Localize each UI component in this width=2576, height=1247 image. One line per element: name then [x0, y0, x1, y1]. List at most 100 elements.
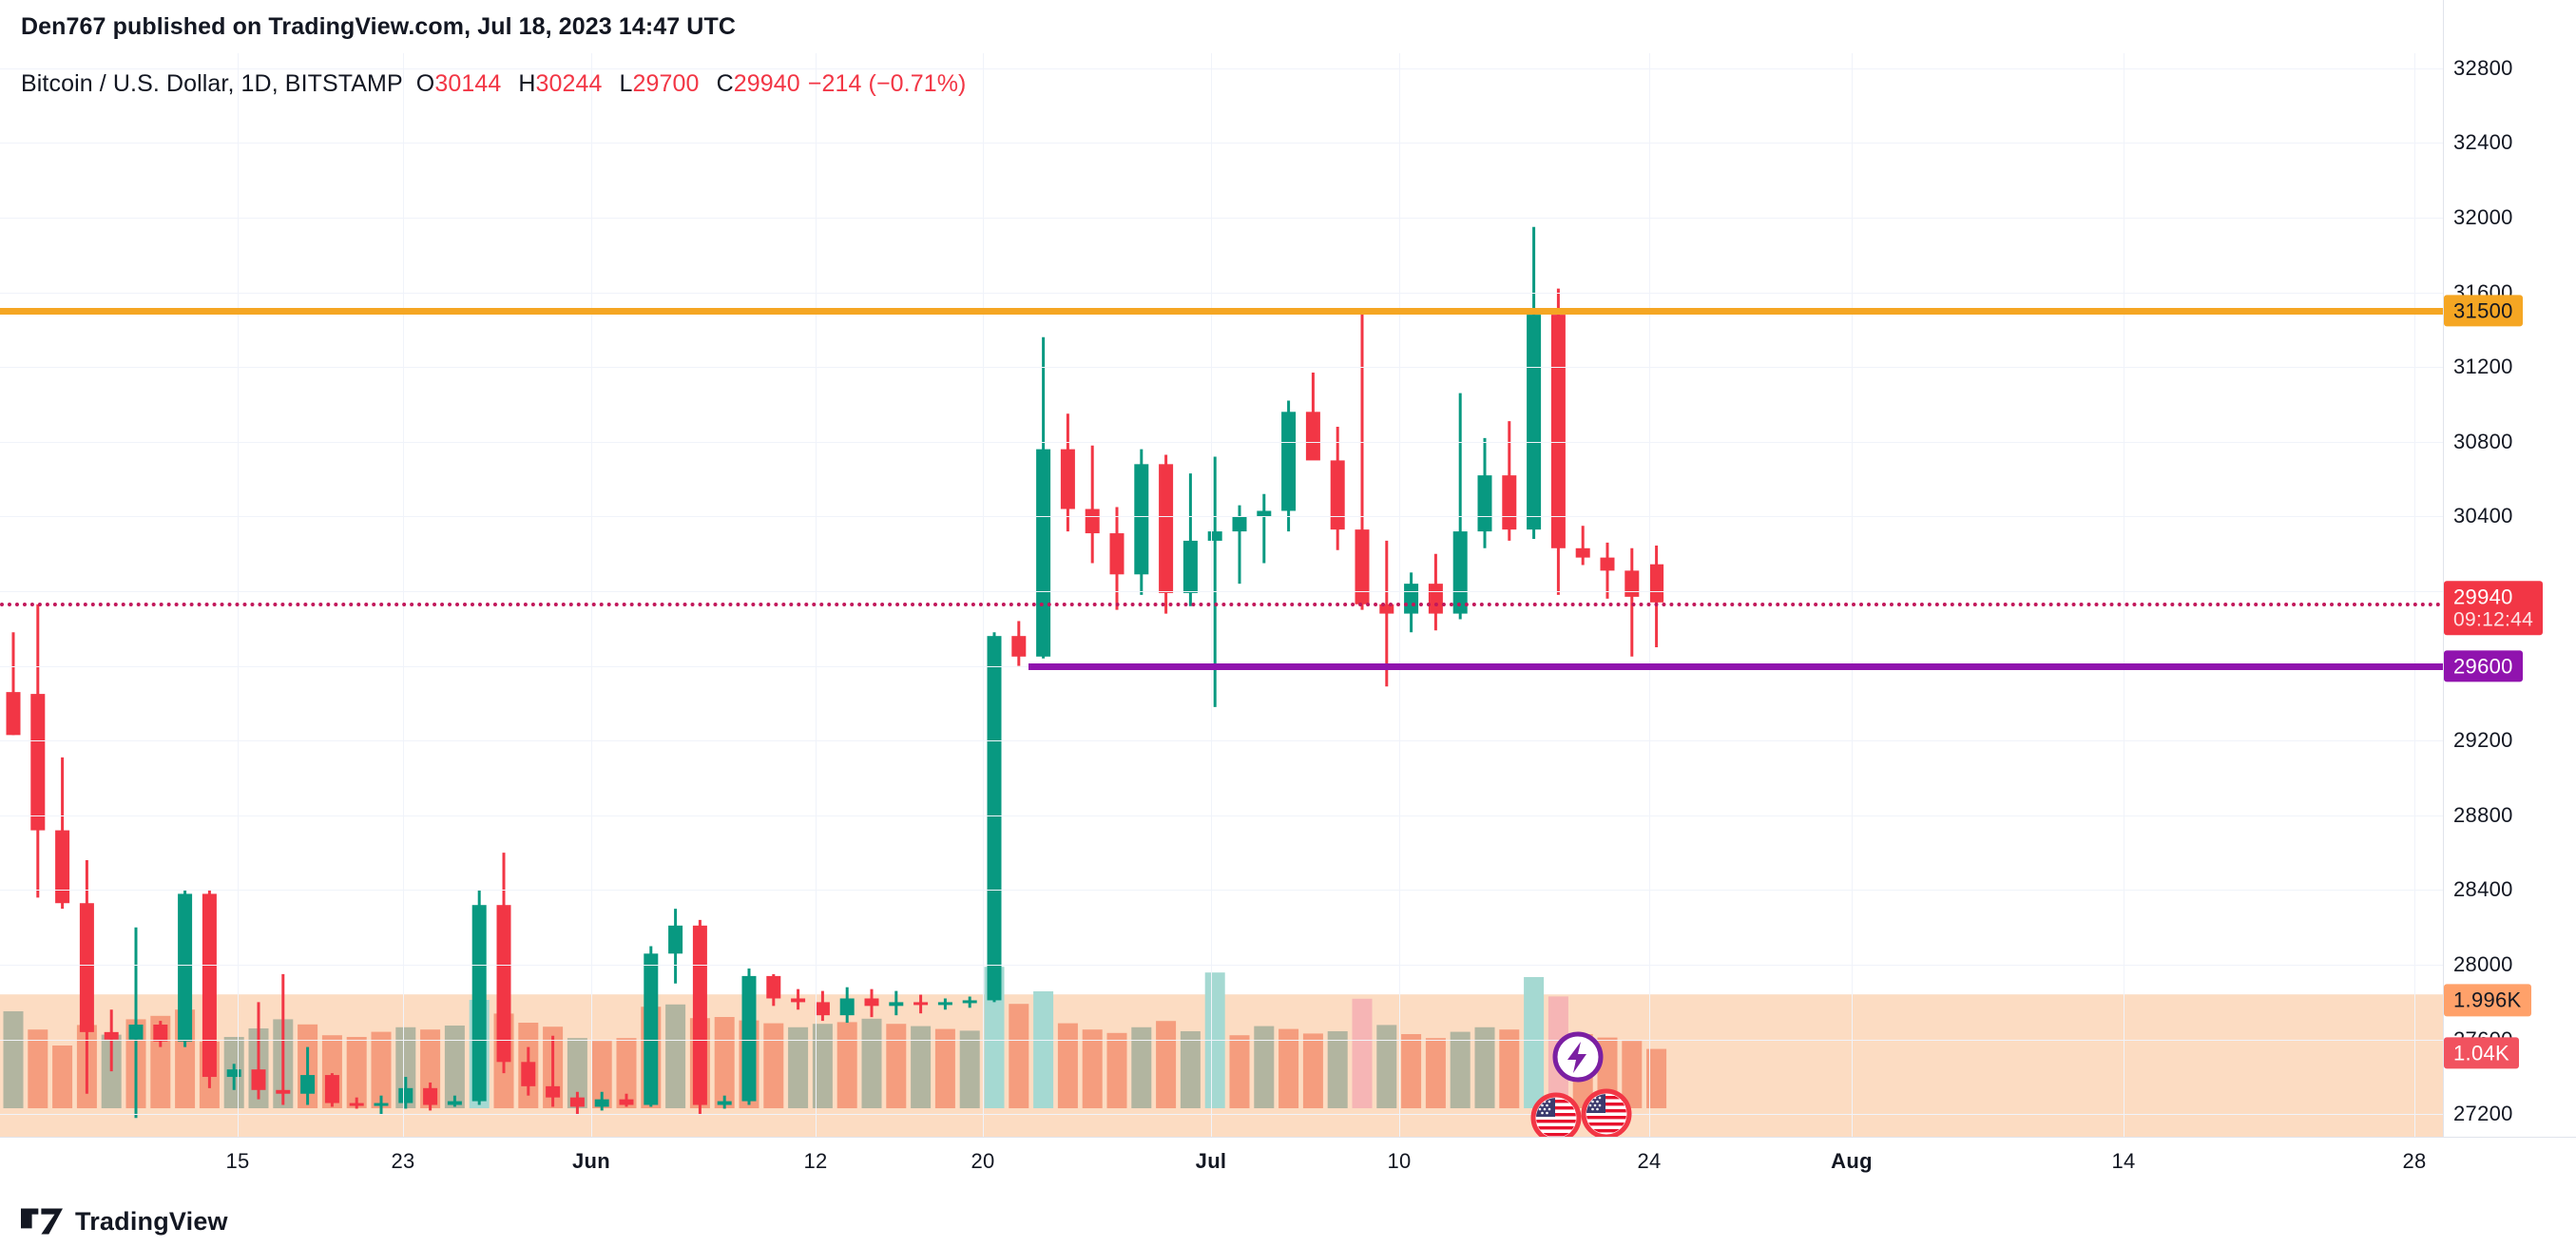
time-scale[interactable]: 15 23 Jun 12 20 Jul 10 24 Aug 14 28: [0, 1137, 2576, 1196]
horizontal-gridline: [0, 217, 2443, 219]
candle-body: [1600, 557, 1615, 571]
price-axis-tick: 31200: [2453, 355, 2513, 379]
badge-countdown: 09:12:44: [2453, 608, 2534, 631]
candle-body: [202, 893, 217, 1078]
horizontal-gridline: [0, 1114, 2443, 1116]
last-price-badge[interactable]: 29940 09:12:44: [2444, 581, 2544, 636]
candlestick: [300, 1046, 316, 1105]
candlestick: [1257, 493, 1272, 564]
horizontal-gridline: [0, 815, 2443, 816]
candle-body: [178, 893, 193, 1042]
candlestick: [128, 927, 144, 1119]
price-level-line[interactable]: [0, 602, 2443, 606]
candlestick: [987, 632, 1002, 1003]
candle-body: [447, 1101, 462, 1105]
candlestick: [398, 1077, 413, 1109]
volume-last-badge[interactable]: 1.04K: [2444, 1036, 2519, 1069]
volume-bar: [1082, 1029, 1103, 1108]
badge-value: 29600: [2453, 653, 2513, 678]
tradingview-logo-icon: [21, 1208, 63, 1235]
candle-body: [55, 830, 70, 904]
price-level-line[interactable]: [0, 308, 2443, 316]
candlestick: [1649, 546, 1664, 647]
us-flag-event-icon-2[interactable]: [1530, 1092, 1582, 1137]
candlestick: [766, 973, 781, 1007]
volume-bar: [395, 1026, 416, 1108]
volume-bar: [911, 1026, 932, 1108]
candlestick: [692, 919, 707, 1115]
candle-body: [1134, 464, 1149, 575]
legend-high-value: 30244: [535, 70, 603, 97]
candle-body: [1649, 564, 1664, 603]
volume-bar: [1622, 1041, 1643, 1108]
candlestick: [1232, 505, 1247, 585]
price-level-line[interactable]: [1028, 662, 2443, 670]
price-axis-tick: 28400: [2453, 877, 2513, 902]
candlestick: [1452, 393, 1468, 620]
candlestick: [251, 1002, 266, 1100]
volume-bar: [1646, 1048, 1667, 1108]
candlestick: [1134, 449, 1149, 595]
candle-body: [1305, 412, 1320, 461]
volume-bar: [371, 1031, 392, 1108]
candle-body: [1452, 531, 1468, 614]
legend-low-key: L: [619, 70, 633, 97]
resistance-level-badge[interactable]: 31500: [2444, 295, 2523, 327]
volume-bar: [1229, 1035, 1250, 1108]
candlestick: [471, 890, 487, 1105]
volume-bar: [346, 1037, 367, 1108]
candle-body: [6, 692, 21, 736]
candlestick: [202, 890, 217, 1088]
candlestick: [521, 1046, 536, 1096]
vertical-gridline: [1852, 53, 1853, 1137]
candle-body: [1257, 510, 1272, 517]
symbol-legend[interactable]: Bitcoin / U.S. Dollar, 1D, BITSTAMP O 301…: [21, 70, 966, 98]
volume-bar: [1450, 1031, 1471, 1108]
candle-body: [839, 998, 855, 1016]
lightning-event-icon[interactable]: [1552, 1031, 1604, 1083]
candlestick: [1060, 413, 1075, 532]
price-axis-tick: 30800: [2453, 429, 2513, 453]
volume-bar: [1033, 991, 1054, 1108]
time-axis-tick: 12: [803, 1149, 828, 1173]
candle-body: [569, 1097, 585, 1107]
price-axis-tick: 28800: [2453, 802, 2513, 827]
candle-body: [594, 1099, 609, 1107]
horizontal-gridline: [0, 516, 2443, 518]
support-level-badge[interactable]: 29600: [2444, 649, 2523, 682]
candle-body: [521, 1062, 536, 1086]
chart-pane[interactable]: Bitcoin / U.S. Dollar, 1D, BITSTAMP O 301…: [0, 53, 2443, 1137]
candlestick: [864, 988, 879, 1018]
us-flag-event-icon-1[interactable]: [1581, 1088, 1632, 1137]
time-axis-tick: 14: [2111, 1149, 2136, 1173]
candlestick: [1379, 540, 1394, 687]
volume-bar: [861, 1018, 882, 1108]
candlestick: [1330, 427, 1345, 550]
badge-value: 1.996K: [2453, 988, 2522, 1012]
volume-bar: [763, 1023, 784, 1108]
price-scale[interactable]: 3280032400320003160031200308003040030000…: [2443, 0, 2576, 1137]
candle-body: [889, 1002, 904, 1007]
candle-body: [1527, 315, 1542, 530]
time-axis-tick: Aug: [1831, 1149, 1873, 1173]
candle-body: [1232, 516, 1247, 532]
vertical-gridline: [983, 53, 984, 1137]
horizontal-gridline: [0, 890, 2443, 892]
horizontal-gridline: [0, 292, 2443, 294]
candle-body: [1207, 531, 1222, 541]
volume-bar: [1156, 1021, 1177, 1108]
volume-ma-badge[interactable]: 1.996K: [2444, 984, 2531, 1016]
candlestick: [913, 994, 929, 1014]
candle-body: [1379, 604, 1394, 614]
candlestick: [178, 890, 193, 1047]
candlestick: [791, 988, 806, 1010]
candlestick: [423, 1082, 438, 1111]
horizontal-gridline: [0, 143, 2443, 144]
volume-bar: [788, 1026, 809, 1108]
price-axis-tick: 27200: [2453, 1102, 2513, 1126]
candle-body: [619, 1099, 634, 1105]
legend-symbol-title[interactable]: Bitcoin / U.S. Dollar, 1D, BITSTAMP: [21, 70, 403, 97]
vertical-gridline: [403, 53, 404, 1137]
candle-body: [644, 953, 659, 1105]
horizontal-gridline: [0, 441, 2443, 443]
